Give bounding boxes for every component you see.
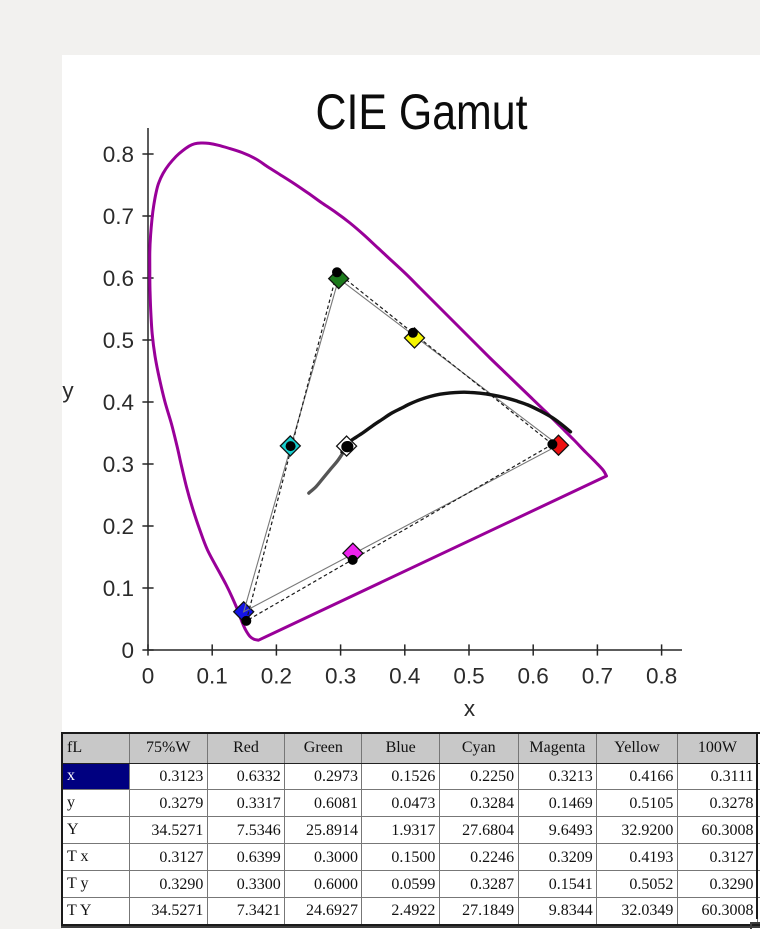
svg-text:y: y — [62, 378, 74, 403]
svg-text:0.1: 0.1 — [103, 576, 134, 601]
svg-text:0.3: 0.3 — [325, 664, 356, 689]
svg-text:0.5: 0.5 — [103, 328, 134, 353]
svg-text:0.4: 0.4 — [103, 390, 134, 415]
svg-text:0.8: 0.8 — [646, 664, 677, 689]
svg-text:0: 0 — [142, 664, 155, 689]
svg-text:0.3: 0.3 — [103, 452, 134, 477]
svg-text:0.1: 0.1 — [197, 664, 228, 689]
svg-text:0: 0 — [121, 638, 134, 663]
svg-text:0.6: 0.6 — [103, 266, 134, 291]
svg-text:0.4: 0.4 — [389, 664, 420, 689]
svg-text:CIE Gamut: CIE Gamut — [316, 84, 528, 140]
svg-text:0.6: 0.6 — [518, 664, 549, 689]
svg-text:0.7: 0.7 — [582, 664, 613, 689]
svg-text:0.7: 0.7 — [103, 204, 134, 229]
svg-text:0.2: 0.2 — [103, 514, 134, 539]
svg-text:0.2: 0.2 — [261, 664, 292, 689]
svg-text:0.8: 0.8 — [103, 142, 134, 167]
svg-text:x: x — [464, 696, 476, 721]
svg-text:0.5: 0.5 — [453, 664, 484, 689]
